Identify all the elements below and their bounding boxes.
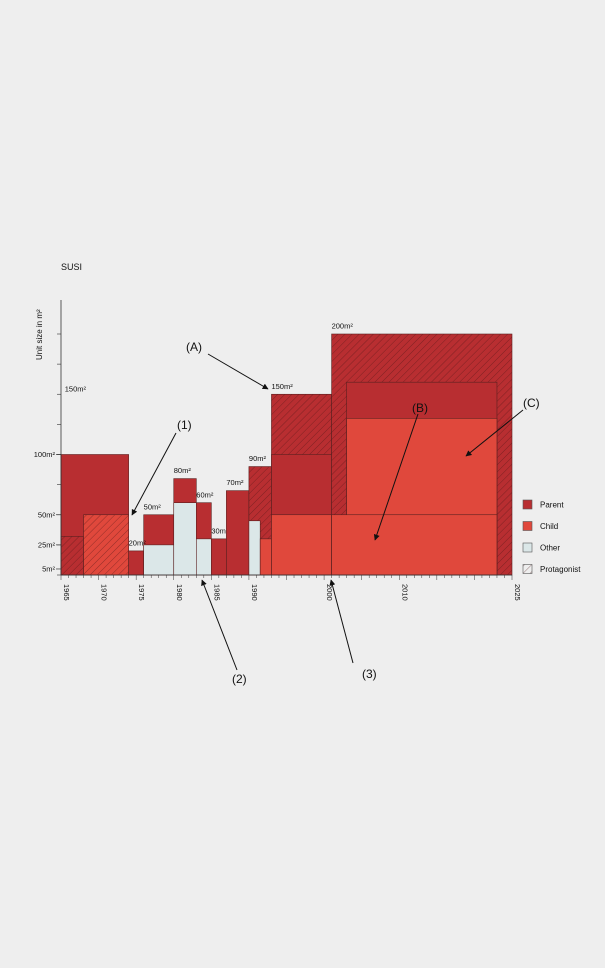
chart-title: SUSI — [61, 262, 82, 272]
x-tick-label-2: 1975 — [137, 584, 146, 601]
legend-label-child: Child — [540, 522, 558, 531]
bar-parent-10 — [211, 538, 227, 576]
x-tick-label-6: 2000 — [325, 584, 334, 601]
value-label-4: 60m² — [196, 490, 214, 499]
bar-other-9 — [196, 538, 212, 576]
legend-label-protagonist: Protagonist — [540, 565, 581, 574]
x-tick-label-5: 1990 — [250, 584, 259, 601]
value-label-6: 70m² — [226, 478, 244, 487]
y-tick-label-2: 50m² — [38, 510, 56, 519]
bar-child-21 — [331, 514, 498, 576]
value-label-1: 20m² — [129, 538, 147, 547]
legend-swatch-protagonist — [522, 564, 533, 574]
legend: Parent Child Other Protagonist — [522, 499, 581, 574]
x-tick-label-4: 1985 — [212, 584, 221, 601]
legend-swatch-child — [522, 521, 533, 531]
legend-swatch-parent — [522, 499, 533, 510]
bar-other-13 — [248, 520, 261, 576]
callout-2-label: (2) — [232, 672, 247, 686]
callout-b-label: (B) — [412, 401, 428, 415]
x-tick-label-3: 1980 — [175, 584, 184, 601]
callout-1-label: (1) — [177, 418, 192, 432]
callout-3-label: (3) — [362, 667, 377, 681]
bar-child-14 — [259, 538, 272, 576]
y-tick-label-3: 100m² — [34, 450, 56, 459]
bar-parent-3 — [128, 550, 144, 576]
bar-hatch-1 — [61, 536, 84, 575]
callout-c-label: (C) — [523, 396, 540, 410]
callout-b: (B) — [373, 401, 428, 541]
value-label-5: 30m — [211, 526, 226, 535]
y-tick-label-1: 25m² — [38, 540, 56, 549]
legend-label-parent: Parent — [540, 501, 564, 510]
legend-swatch-other — [522, 542, 533, 553]
callout-a: (A) — [186, 340, 269, 390]
bar-child-17 — [271, 514, 332, 576]
bar-other-5 — [143, 544, 175, 576]
legend-label-other: Other — [540, 544, 560, 553]
y-axis-label: Unit size in m² — [35, 309, 44, 360]
value-label-8: 150m² — [271, 382, 293, 391]
value-label-0: 150m² — [65, 384, 87, 393]
y-tick-label-0: 5m² — [42, 564, 55, 573]
callout-c: (C) — [465, 396, 540, 457]
value-label-9: 200m² — [332, 322, 354, 331]
callout-a-label: (A) — [186, 340, 202, 354]
x-tick-label-1: 1970 — [100, 584, 109, 601]
bar-other-7 — [173, 502, 197, 576]
value-label-3: 80m² — [174, 466, 192, 475]
bar-hatch-2 — [83, 514, 129, 575]
x-tick-label-8: 2025 — [513, 584, 522, 601]
axes-layer: 5m² 25m² 50m² 100m² 1965 1970 1975 1980 1985 1990… — [34, 300, 522, 601]
bar-layer — [60, 333, 513, 576]
x-tick-label-0: 1965 — [62, 584, 71, 601]
callout-3: (3) — [329, 579, 377, 681]
bar-parent-11 — [226, 490, 250, 576]
callout-1: (1) — [131, 418, 192, 516]
callout-2: (2) — [201, 579, 247, 686]
value-label-7: 90m² — [249, 454, 267, 463]
annotation-layer: 150m² 20m² 50m² 80m² 60m² 30m 70m² 90m² 150m² 200… — [65, 322, 354, 548]
x-tick-label-7: 2010 — [400, 584, 409, 601]
value-label-2: 50m² — [144, 502, 162, 511]
